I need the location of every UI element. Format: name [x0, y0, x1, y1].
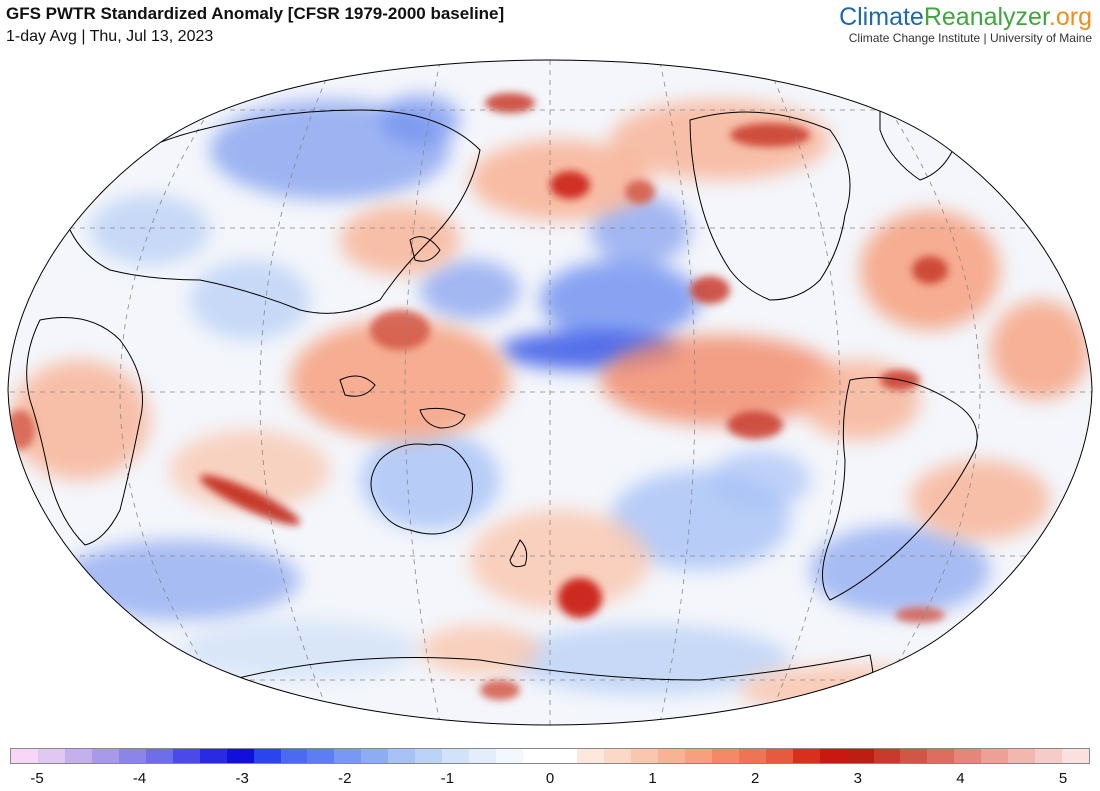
map-title: GFS PWTR Standardized Anomaly [CFSR 1979…	[6, 4, 505, 23]
legend-tick-label: 2	[751, 770, 760, 787]
legend-swatch	[873, 749, 901, 763]
legend-swatch	[145, 749, 173, 763]
legend-color-bar	[10, 748, 1090, 764]
legend-swatch	[819, 749, 847, 763]
legend-swatch	[11, 749, 38, 763]
legend-swatch	[226, 749, 254, 763]
brand-tagline: Climate Change Institute | University of…	[848, 31, 1092, 45]
globe-outline	[7, 59, 1093, 726]
legend-swatch	[361, 749, 389, 763]
legend-swatch	[496, 749, 524, 763]
legend-swatch	[523, 749, 551, 763]
legend-swatch	[388, 749, 416, 763]
legend-tick-label: -4	[132, 770, 147, 787]
legend-swatch	[91, 749, 119, 763]
legend-swatch	[738, 749, 766, 763]
legend-swatch	[765, 749, 793, 763]
legend-swatch	[630, 749, 658, 763]
legend-swatch	[846, 749, 874, 763]
legend-swatch	[280, 749, 308, 763]
warm-anomaly-layer	[10, 100, 1090, 715]
legend-swatch	[469, 749, 497, 763]
legend-swatch	[927, 749, 955, 763]
map-subtitle: 1-day Avg | Thu, Jul 13, 2023	[6, 28, 214, 45]
legend-swatch	[792, 749, 820, 763]
legend-swatch	[415, 749, 443, 763]
brand-block: ClimateReanalyzer.org Climate Change Ins…	[839, 2, 1092, 45]
legend-swatch	[1062, 749, 1090, 763]
brand-name-part3: .org	[1048, 3, 1092, 31]
legend-swatch	[900, 749, 928, 763]
brand-name-part1: Climate	[839, 3, 924, 31]
legend-swatch	[657, 749, 685, 763]
legend-swatch	[981, 749, 1009, 763]
legend-swatch	[253, 749, 281, 763]
coastlines	[26, 89, 978, 725]
legend-tick-label: 3	[853, 770, 862, 787]
globe-field	[8, 60, 1092, 725]
legend-swatch	[118, 749, 146, 763]
legend-tick-label: 5	[1058, 770, 1068, 787]
legend-swatch	[1035, 749, 1063, 763]
legend-swatch	[711, 749, 739, 763]
legend-tick-label: -1	[440, 770, 455, 787]
color-legend	[10, 748, 1090, 766]
legend-swatch	[307, 749, 335, 763]
legend-tick-label: -5	[30, 770, 44, 787]
legend-swatch	[37, 749, 65, 763]
legend-tick-label: 4	[956, 770, 965, 787]
brand-logo[interactable]: ClimateReanalyzer.org	[839, 2, 1092, 32]
legend-swatch	[442, 749, 470, 763]
legend-swatch	[603, 749, 631, 763]
brand-name-part2: Reanalyzer	[923, 3, 1049, 31]
legend-tick-label: -2	[338, 770, 352, 787]
legend-swatch	[954, 749, 982, 763]
legend-tick-label: -3	[235, 770, 249, 787]
legend-swatch	[199, 749, 227, 763]
legend-swatch	[550, 749, 578, 763]
legend-swatch	[1008, 749, 1036, 763]
legend-tick-label: 1	[648, 770, 657, 787]
legend-tick-label: 0	[545, 770, 555, 787]
legend-swatch	[64, 749, 92, 763]
cool-anomaly-layer	[60, 95, 990, 695]
legend-swatch	[334, 749, 362, 763]
legend-swatch	[684, 749, 712, 763]
legend-swatch	[172, 749, 200, 763]
legend-ticks: -5 -4 -3 -2 -1 0 1 2 3 4 5	[10, 770, 1090, 790]
legend-swatch	[577, 749, 604, 763]
